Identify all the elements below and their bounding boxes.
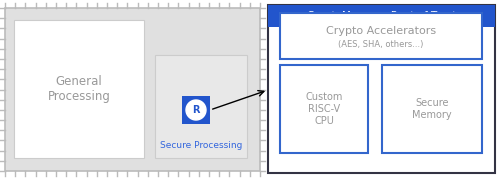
Text: R: R <box>192 105 200 115</box>
Text: Custom
RISC-V
CPU: Custom RISC-V CPU <box>306 92 343 126</box>
Circle shape <box>186 100 206 120</box>
FancyBboxPatch shape <box>5 8 260 171</box>
FancyBboxPatch shape <box>280 13 482 59</box>
Text: Secure Processing: Secure Processing <box>160 141 242 150</box>
Text: CryptoManager Root of Trust: CryptoManager Root of Trust <box>307 11 456 21</box>
Text: General
Processing: General Processing <box>48 75 110 103</box>
Text: Secure
Memory: Secure Memory <box>412 98 452 120</box>
Text: (AES, SHA, others...): (AES, SHA, others...) <box>338 40 424 49</box>
Text: Crypto Accelerators: Crypto Accelerators <box>326 26 436 36</box>
FancyBboxPatch shape <box>280 65 368 153</box>
FancyBboxPatch shape <box>268 5 495 173</box>
FancyBboxPatch shape <box>14 20 144 158</box>
FancyBboxPatch shape <box>155 55 247 158</box>
FancyBboxPatch shape <box>268 5 495 27</box>
FancyBboxPatch shape <box>182 96 210 124</box>
FancyBboxPatch shape <box>382 65 482 153</box>
